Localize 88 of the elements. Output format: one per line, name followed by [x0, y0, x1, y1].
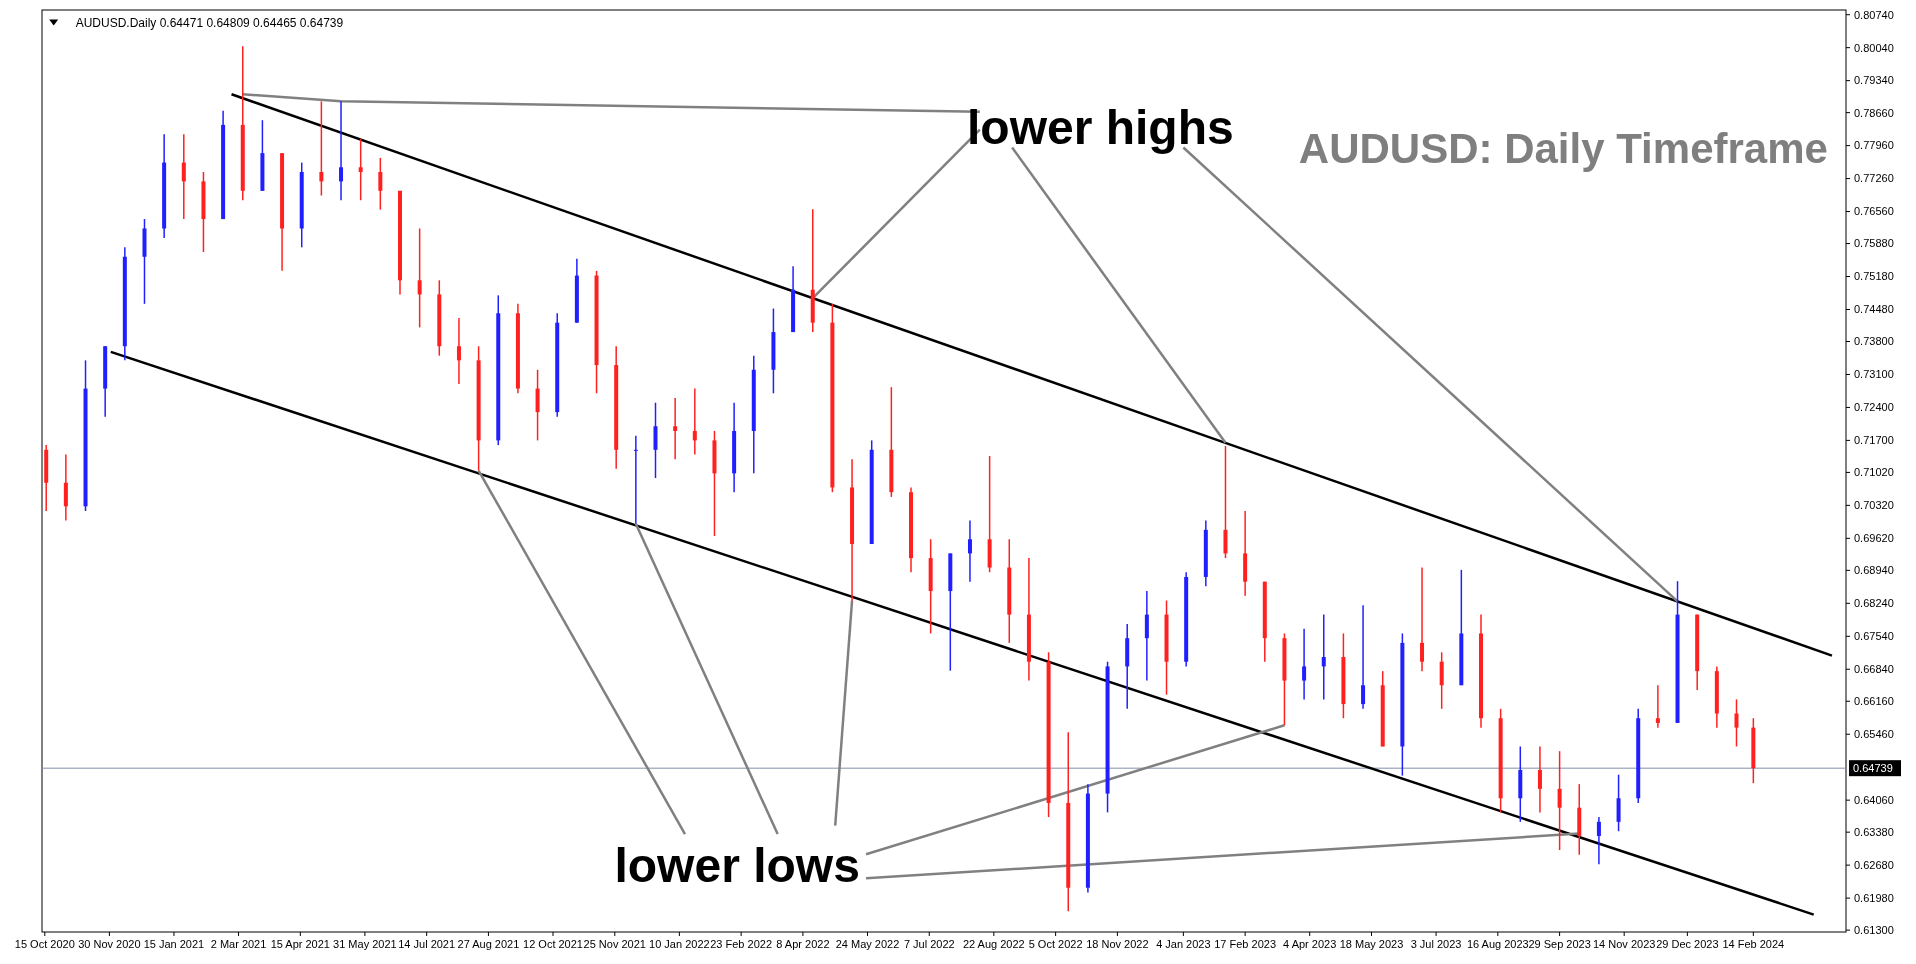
x-tick-label: 29 Dec 2023 [1656, 938, 1719, 950]
x-tick-label: 17 Feb 2023 [1214, 938, 1277, 950]
candlestick [378, 157, 383, 211]
y-tick-label: 0.73100 [1854, 368, 1894, 381]
y-tick-label: 0.61300 [1854, 923, 1894, 936]
y-tick-label: 0.70320 [1854, 499, 1894, 512]
y-tick-label: 0.78660 [1854, 106, 1894, 119]
candlestick [1223, 445, 1228, 559]
candlestick [1302, 628, 1307, 701]
x-tick-label: 16 Aug 2023 [1466, 938, 1529, 950]
candlestick [319, 100, 324, 197]
candlestick [673, 397, 678, 460]
x-tick-label: 27 Aug 2021 [457, 938, 520, 950]
y-tick-label: 0.71020 [1854, 466, 1894, 479]
y-tick-label: 0.77260 [1854, 172, 1894, 185]
y-tick-label: 0.68940 [1854, 564, 1894, 577]
candlestick [358, 138, 363, 201]
x-tick-label: 2 Mar 2021 [210, 938, 267, 950]
candlestick [1321, 613, 1326, 701]
candlestick [1734, 698, 1739, 748]
x-tick-label: 24 May 2022 [835, 938, 900, 950]
annotation: AUDUSD.Daily 0.64471 0.64809 0.64465 0.64739 [75, 15, 344, 30]
candlestick [63, 453, 68, 522]
x-tick-label: 22 Aug 2022 [962, 938, 1025, 950]
x-tick-label: 12 Oct 2021 [523, 938, 583, 950]
candlestick [181, 133, 186, 220]
ref-line-label: 0.64739 [1853, 762, 1893, 775]
candlestick [456, 317, 461, 385]
y-tick-label: 0.79340 [1854, 74, 1894, 87]
x-tick-label: 15 Apr 2021 [270, 938, 330, 950]
y-tick-label: 0.69620 [1854, 532, 1894, 545]
x-tick-label: 29 Sep 2023 [1528, 938, 1591, 950]
y-tick-label: 0.77960 [1854, 139, 1894, 152]
x-tick-label: 23 Feb 2022 [710, 938, 773, 950]
candlestick [653, 401, 658, 479]
x-tick-label: 4 Apr 2023 [1283, 938, 1337, 950]
x-tick-label: 8 Apr 2022 [776, 938, 830, 950]
y-tick-label: 0.73800 [1854, 335, 1894, 348]
y-tick-label: 0.68240 [1854, 597, 1894, 610]
candlestick [535, 369, 540, 442]
candlestick [633, 434, 638, 525]
y-tick-label: 0.75180 [1854, 270, 1894, 283]
candlestick [1596, 816, 1601, 865]
y-tick-label: 0.61980 [1854, 891, 1894, 904]
x-tick-label: 15 Oct 2020 [14, 938, 75, 950]
x-tick-label: 18 May 2023 [1339, 938, 1404, 950]
x-tick-label: 14 Feb 2024 [1722, 938, 1785, 950]
candlestick [1144, 590, 1149, 682]
y-tick-label: 0.72400 [1854, 401, 1894, 414]
candlestick [1616, 773, 1621, 832]
candlestick [339, 100, 344, 201]
y-tick-label: 0.62680 [1854, 858, 1894, 871]
x-tick-label: 31 May 2021 [333, 938, 397, 950]
y-tick-label: 0.66160 [1854, 695, 1894, 708]
candlestick [967, 519, 972, 583]
candlestick [1361, 604, 1366, 710]
candlestick [1439, 651, 1444, 710]
y-tick-label: 0.80040 [1854, 41, 1894, 54]
y-tick-label: 0.64060 [1854, 794, 1894, 806]
x-tick-label: 4 Jan 2023 [1156, 938, 1211, 950]
annotation: lower lows [614, 838, 860, 892]
candlestick [1557, 750, 1562, 851]
x-tick-label: 3 Jul 2023 [1410, 938, 1462, 950]
y-tick-label: 0.71700 [1854, 434, 1894, 447]
candlestick [1655, 684, 1660, 729]
y-tick-label: 0.63380 [1854, 826, 1894, 839]
y-tick-label: 0.65460 [1854, 728, 1894, 741]
x-tick-label: 14 Jul 2021 [398, 938, 456, 950]
x-tick-label: 18 Nov 2022 [1086, 938, 1149, 950]
y-tick-label: 0.76560 [1854, 205, 1894, 218]
text: AUDUSD: Daily Timeframe [1298, 124, 1828, 172]
y-tick-label: 0.67540 [1854, 630, 1894, 643]
x-tick-label: 15 Jan 2021 [143, 938, 205, 950]
x-tick-label: 10 Jan 2022 [649, 938, 710, 950]
candlestick [692, 387, 697, 456]
y-tick-label: 0.80740 [1854, 8, 1894, 21]
x-tick-label: 14 Nov 2023 [1592, 938, 1656, 950]
x-tick-label: 30 Nov 2020 [78, 938, 141, 950]
x-tick-label: 7 Jul 2022 [903, 938, 955, 950]
annotation: lower highs [967, 100, 1234, 154]
candlestick [1420, 566, 1425, 672]
candlestick [417, 227, 422, 329]
candlestick [1537, 745, 1542, 814]
x-tick-label: 5 Oct 2022 [1028, 938, 1083, 950]
x-tick-label: 25 Nov 2021 [583, 938, 646, 950]
y-tick-label: 0.74480 [1854, 303, 1894, 316]
y-tick-label: 0.66840 [1854, 663, 1894, 676]
y-tick-label: 0.75880 [1854, 237, 1894, 250]
